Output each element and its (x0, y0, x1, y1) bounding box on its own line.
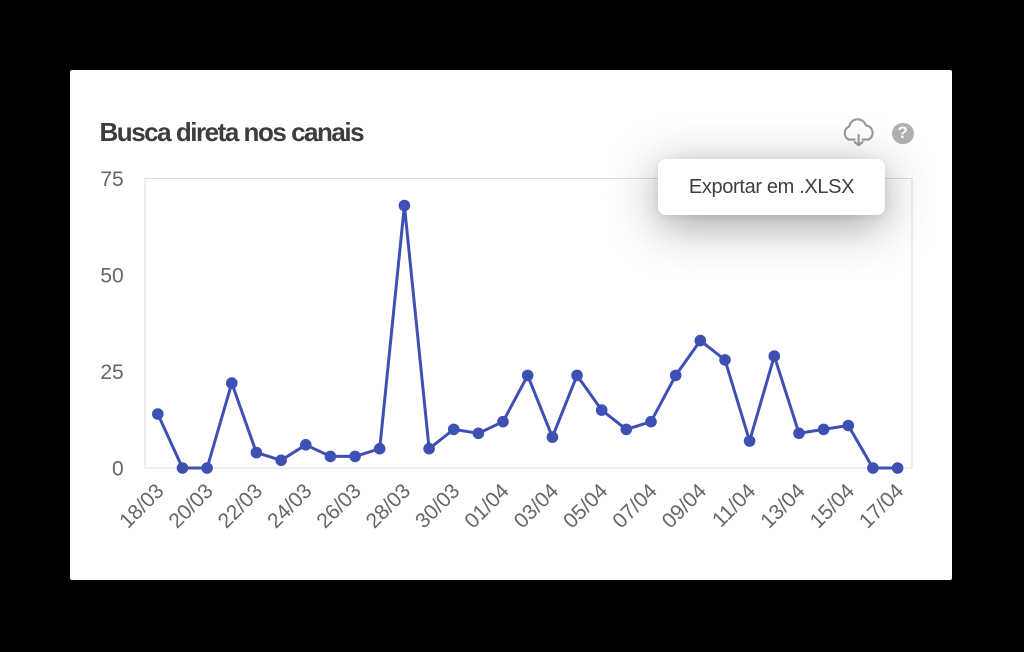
svg-text:15/04: 15/04 (806, 479, 860, 533)
svg-text:22/03: 22/03 (214, 479, 267, 532)
svg-text:0: 0 (112, 458, 124, 481)
svg-text:24/03: 24/03 (263, 479, 316, 532)
svg-text:11/04: 11/04 (708, 479, 761, 532)
svg-text:75: 75 (100, 168, 123, 191)
svg-text:26/03: 26/03 (312, 479, 365, 532)
svg-text:03/04: 03/04 (510, 479, 564, 533)
svg-text:20/03: 20/03 (164, 479, 217, 532)
svg-text:50: 50 (100, 265, 123, 288)
svg-text:25: 25 (100, 361, 123, 384)
svg-text:05/04: 05/04 (559, 479, 613, 533)
svg-text:07/04: 07/04 (608, 479, 662, 533)
svg-text:01/04: 01/04 (460, 479, 514, 533)
svg-text:09/04: 09/04 (658, 479, 712, 533)
svg-text:28/03: 28/03 (362, 479, 415, 532)
svg-text:17/04: 17/04 (855, 479, 909, 533)
svg-text:13/04: 13/04 (756, 479, 810, 533)
svg-text:18/03: 18/03 (115, 479, 168, 532)
svg-text:30/03: 30/03 (411, 479, 464, 532)
